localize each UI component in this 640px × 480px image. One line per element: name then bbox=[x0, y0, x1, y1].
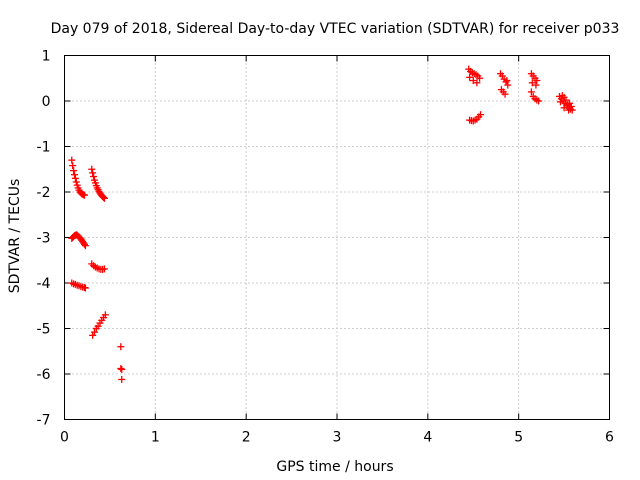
data-point bbox=[466, 73, 474, 81]
y-tick-label: -6 bbox=[37, 367, 51, 383]
data-point bbox=[80, 191, 88, 199]
data-point bbox=[70, 167, 78, 175]
data-point bbox=[535, 97, 543, 105]
y-tick-label: -7 bbox=[37, 413, 51, 429]
data-point bbox=[88, 165, 96, 173]
y-tick-label: -4 bbox=[37, 276, 51, 292]
x-tick-label: 4 bbox=[423, 430, 432, 446]
data-point bbox=[100, 265, 108, 273]
data-point bbox=[558, 92, 566, 100]
data-point bbox=[469, 77, 477, 85]
data-point bbox=[473, 79, 481, 87]
x-tick-label: 2 bbox=[242, 430, 251, 446]
data-point bbox=[90, 328, 98, 336]
data-point bbox=[503, 77, 511, 85]
data-point bbox=[560, 104, 568, 112]
x-tick-label: 1 bbox=[151, 430, 160, 446]
x-tick-label: 5 bbox=[514, 430, 523, 446]
x-tick-label: 3 bbox=[333, 430, 342, 446]
grid-lines bbox=[64, 55, 610, 420]
y-tick-label: 0 bbox=[42, 94, 51, 110]
data-point bbox=[81, 242, 89, 250]
data-point bbox=[504, 81, 512, 89]
data-point bbox=[566, 99, 574, 107]
data-point bbox=[477, 111, 485, 119]
data-point bbox=[81, 284, 89, 292]
data-point bbox=[528, 79, 536, 87]
data-point bbox=[476, 74, 484, 82]
data-point bbox=[101, 311, 109, 319]
data-point bbox=[72, 178, 80, 186]
data-point bbox=[533, 77, 541, 85]
y-tick-label: -5 bbox=[37, 322, 51, 338]
data-point bbox=[527, 88, 535, 96]
data-point bbox=[69, 162, 77, 170]
x-tick-label: 0 bbox=[60, 430, 69, 446]
x-tick-label: 6 bbox=[605, 430, 614, 446]
y-tick-label: 1 bbox=[42, 49, 51, 65]
y-tick-label: -3 bbox=[37, 231, 51, 247]
y-tick-label: -2 bbox=[37, 185, 51, 201]
data-point bbox=[68, 156, 76, 164]
y-axis-label: SDTVAR / TECUs bbox=[7, 179, 23, 294]
data-point bbox=[100, 193, 108, 201]
data-point bbox=[117, 365, 125, 373]
data-point bbox=[565, 106, 573, 114]
data-point bbox=[118, 375, 126, 383]
data-point bbox=[117, 343, 125, 351]
data-point bbox=[532, 81, 540, 89]
data-point bbox=[562, 96, 570, 104]
data-point bbox=[556, 98, 564, 106]
axis-ticks: 0 1 2 3 4 5 6 1 0 -1 -2 -3 -4 -5 -6 -7 bbox=[37, 49, 615, 446]
data-point bbox=[499, 88, 507, 96]
y-tick-label: -1 bbox=[37, 140, 51, 156]
data-point bbox=[70, 171, 78, 179]
data-point bbox=[90, 173, 98, 181]
data-point bbox=[118, 365, 126, 373]
data-point bbox=[80, 240, 88, 248]
data-point bbox=[89, 169, 97, 177]
data-point bbox=[71, 174, 79, 182]
data-points bbox=[68, 65, 576, 383]
x-axis-label: GPS time / hours bbox=[276, 459, 393, 475]
data-point bbox=[100, 194, 108, 202]
chart-title: Day 079 of 2018, Sidereal Day-to-day VTE… bbox=[51, 21, 620, 37]
